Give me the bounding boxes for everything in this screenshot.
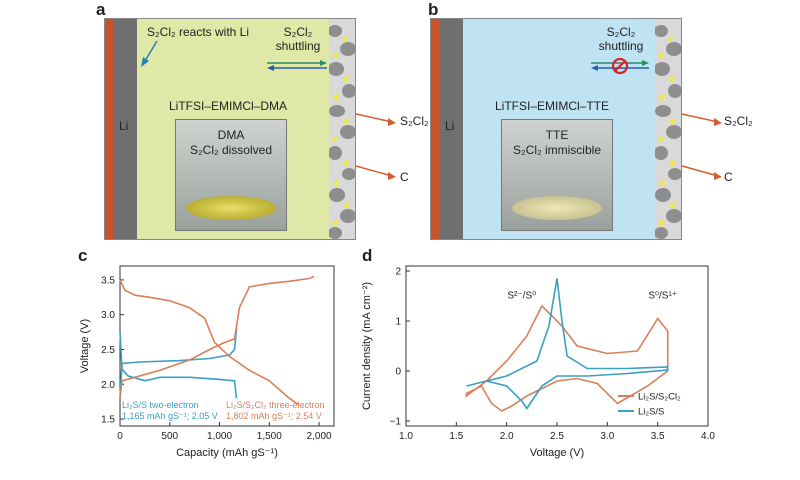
outside-arrows-a: [355, 113, 396, 180]
li-label: Li: [445, 119, 455, 133]
shuttling-label: S₂Cl₂ shuttling: [275, 25, 321, 53]
x-tick-label: 3.0: [600, 431, 614, 442]
x-axis-label: Capacity (mAh gS⁻¹): [176, 447, 278, 459]
current-collector-strip: [105, 19, 113, 239]
legend-label-0: Li₂S/S₂Cl₂: [638, 392, 681, 403]
photo-line2: S₂Cl₂ immiscible: [513, 143, 601, 157]
panel-a-letter: a: [96, 0, 106, 19]
y-tick-label: 0: [395, 367, 401, 378]
y-tick-label: 1.5: [101, 415, 115, 426]
y-axis-label: Voltage (V): [79, 319, 91, 373]
series-line-0-0: [119, 332, 238, 399]
legend-detail-three-electron: 1,802 mAh gS⁻¹; 2.54 V: [226, 411, 322, 421]
series-line-0-1: [119, 328, 238, 399]
photo-line1: TTE: [545, 128, 569, 142]
reaction-arrow: [144, 40, 158, 62]
y-tick-label: 2: [395, 267, 401, 278]
outside-c-a: C: [400, 170, 409, 184]
panel-c-letter: c: [78, 246, 88, 265]
series-line-1-0: [119, 279, 300, 406]
vial-photo-tte: TTE S₂Cl₂ immiscible: [501, 119, 613, 231]
legend-label-three-electron: Li₂S/S₂Cl₂ three-electron: [226, 400, 325, 410]
y-tick-label: 1: [395, 317, 401, 328]
vial-photo-dma: DMA S₂Cl₂ dissolved: [175, 119, 287, 231]
x-tick-label: 1,000: [207, 431, 232, 442]
photo-line2: S₂Cl₂ dissolved: [189, 143, 272, 157]
cv-curve-0: [465, 304, 669, 412]
lithium-anode: [113, 19, 137, 239]
y-tick-label: 2.0: [101, 380, 115, 391]
arrows-b: [591, 57, 649, 75]
reaction-arrowhead: [141, 57, 149, 67]
x-tick-label: 2.0: [500, 431, 514, 442]
x-axis-label: Voltage (V): [530, 447, 584, 459]
series-line-1-1: [119, 275, 315, 399]
cv-curve-1: [466, 278, 669, 410]
sulfur-carbon-cathode: [655, 19, 681, 239]
y-axis-label: Current density (mA cm⁻²): [361, 282, 373, 410]
panel-d-letter: d: [362, 246, 373, 265]
panel-b-letter: b: [428, 0, 439, 19]
y-tick-label: 2.5: [101, 345, 115, 356]
x-tick-label: 2.5: [550, 431, 564, 442]
separated-liquid: [512, 196, 602, 220]
chart-c-voltage-capacity: 0 500 1,000 1,500 2,000 1.5 2.0 2.5 3.0 3.5 Capaci…: [79, 265, 335, 459]
schematic-b: Li S₂Cl₂ shuttling LiTFSI–EMIMCl–TTE TTE…: [430, 18, 682, 240]
y-tick-label: 3.0: [101, 310, 115, 321]
outside-c-b: C: [724, 170, 733, 184]
current-collector-strip: [431, 19, 439, 239]
x-tick-label: 2,000: [307, 431, 332, 442]
peak-annotation-1: S²⁻/S⁰: [507, 291, 536, 302]
electrolyte-label: LiTFSI–EMIMCl–TTE: [495, 99, 610, 113]
shuttling-label: S₂Cl₂ shuttling: [598, 25, 644, 53]
arrows-a: [141, 40, 327, 71]
x-tick-label: 1.5: [449, 431, 463, 442]
reaction-label: S₂Cl₂ reacts with Li: [147, 25, 250, 39]
li-label: Li: [119, 119, 129, 133]
blocked-icon: [611, 57, 629, 75]
x-tick-label: 1,500: [257, 431, 282, 442]
sulfur-carbon-cathode: [329, 19, 355, 239]
x-tick-label: 500: [161, 431, 178, 442]
outside-s2cl2-b: S₂Cl₂: [724, 114, 753, 128]
cathode-particles: [655, 25, 681, 239]
yellow-liquid: [186, 196, 276, 220]
photo-line1: DMA: [217, 128, 245, 142]
outside-s2cl2-a: S₂Cl₂: [400, 114, 429, 128]
x-tick-label: 4.0: [701, 431, 715, 442]
legend-detail-two-electron: 1,165 mAh gS⁻¹; 2.05 V: [122, 411, 218, 421]
outside-arrows-b: [681, 113, 722, 180]
legend-label-two-electron: Li₂S/S two-electron: [122, 400, 199, 410]
electrolyte-label: LiTFSI–EMIMCl–DMA: [169, 99, 288, 113]
lithium-anode: [439, 19, 463, 239]
chart-d-cv: 1.0 1.5 2.0 2.5 3.0 3.5 4.0 −1 0 1 2 Voltage (V) Cur…: [361, 265, 715, 459]
legend-label-1: Li₂S/S: [638, 407, 664, 418]
y-tick-label: −1: [390, 417, 402, 428]
x-tick-label: 3.5: [651, 431, 665, 442]
schematic-a: Li S₂Cl₂ reacts with Li S₂Cl₂ shuttling …: [104, 18, 356, 240]
y-tick-label: 3.5: [101, 275, 115, 286]
x-tick-label: 0: [117, 431, 123, 442]
x-tick-label: 1.0: [399, 431, 413, 442]
peak-annotation-2: S⁰/S¹⁺: [648, 291, 677, 302]
cathode-particles: [329, 25, 355, 239]
